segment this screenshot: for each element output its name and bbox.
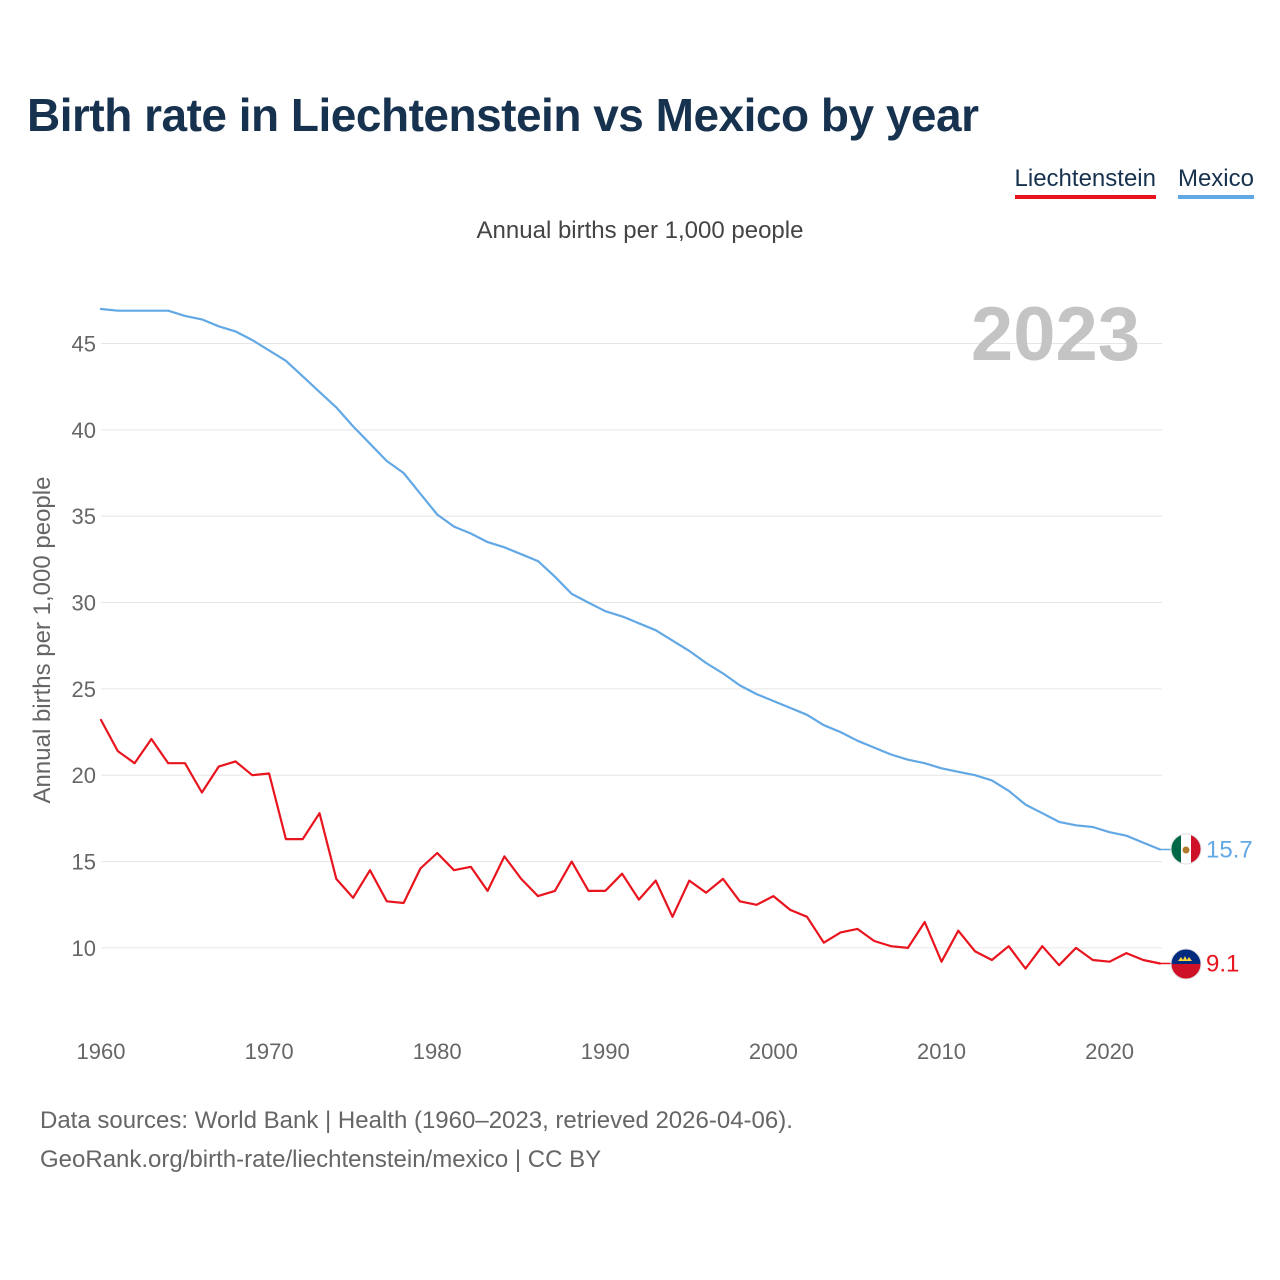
x-tick-label: 2000 bbox=[749, 1039, 798, 1064]
x-tick-label: 1990 bbox=[581, 1039, 630, 1064]
y-tick-label: 40 bbox=[72, 418, 96, 443]
series-line-liechtenstein[interactable] bbox=[99, 718, 1162, 970]
year-watermark: 2023 bbox=[971, 292, 1140, 377]
series-line-mexico[interactable] bbox=[99, 307, 1162, 851]
end-value-label-liechtenstein: 9.1 bbox=[1206, 950, 1239, 977]
y-tick-label: 30 bbox=[72, 591, 96, 616]
x-tick-label: 2010 bbox=[917, 1039, 966, 1064]
y-tick-label: 35 bbox=[72, 504, 96, 529]
y-tick-label: 20 bbox=[72, 763, 96, 788]
liechtenstein-flag-icon bbox=[1170, 948, 1202, 980]
x-tick-label: 1970 bbox=[245, 1039, 294, 1064]
grid bbox=[101, 343, 1162, 949]
y-tick-label: 15 bbox=[72, 850, 96, 875]
legend-item-liechtenstein[interactable]: Liechtenstein bbox=[1014, 165, 1156, 199]
end-value-label-mexico: 15.7 bbox=[1206, 836, 1253, 863]
y-tick-label: 10 bbox=[72, 936, 96, 961]
axes: 10 15 20 25 30 35 40 45 1960 1970 1980 1990 2000 2010… bbox=[72, 332, 1135, 1064]
source-link[interactable]: GeoRank.org/birth-rate/liechtenstein/mex… bbox=[40, 1146, 602, 1173]
mexico-flag-icon bbox=[1170, 833, 1202, 865]
x-tick-label: 1980 bbox=[413, 1039, 462, 1064]
page-title: Birth rate in Liechtenstein vs Mexico by… bbox=[27, 89, 979, 141]
y-tick-label: 25 bbox=[72, 677, 96, 702]
legend: Liechtenstein Mexico bbox=[1014, 165, 1254, 199]
legend-item-mexico[interactable]: Mexico bbox=[1177, 165, 1254, 199]
chart-subtitle: Annual births per 1,000 people bbox=[476, 217, 804, 244]
y-tick-label: 45 bbox=[72, 332, 96, 357]
series: 9.1 15.7 bbox=[99, 307, 1253, 977]
y-axis-label: Annual births per 1,000 people bbox=[29, 477, 56, 804]
x-tick-label: 1960 bbox=[77, 1039, 126, 1064]
x-tick-label: 2020 bbox=[1085, 1039, 1134, 1064]
source-note: Data sources: World Bank | Health (1960–… bbox=[40, 1107, 793, 1134]
